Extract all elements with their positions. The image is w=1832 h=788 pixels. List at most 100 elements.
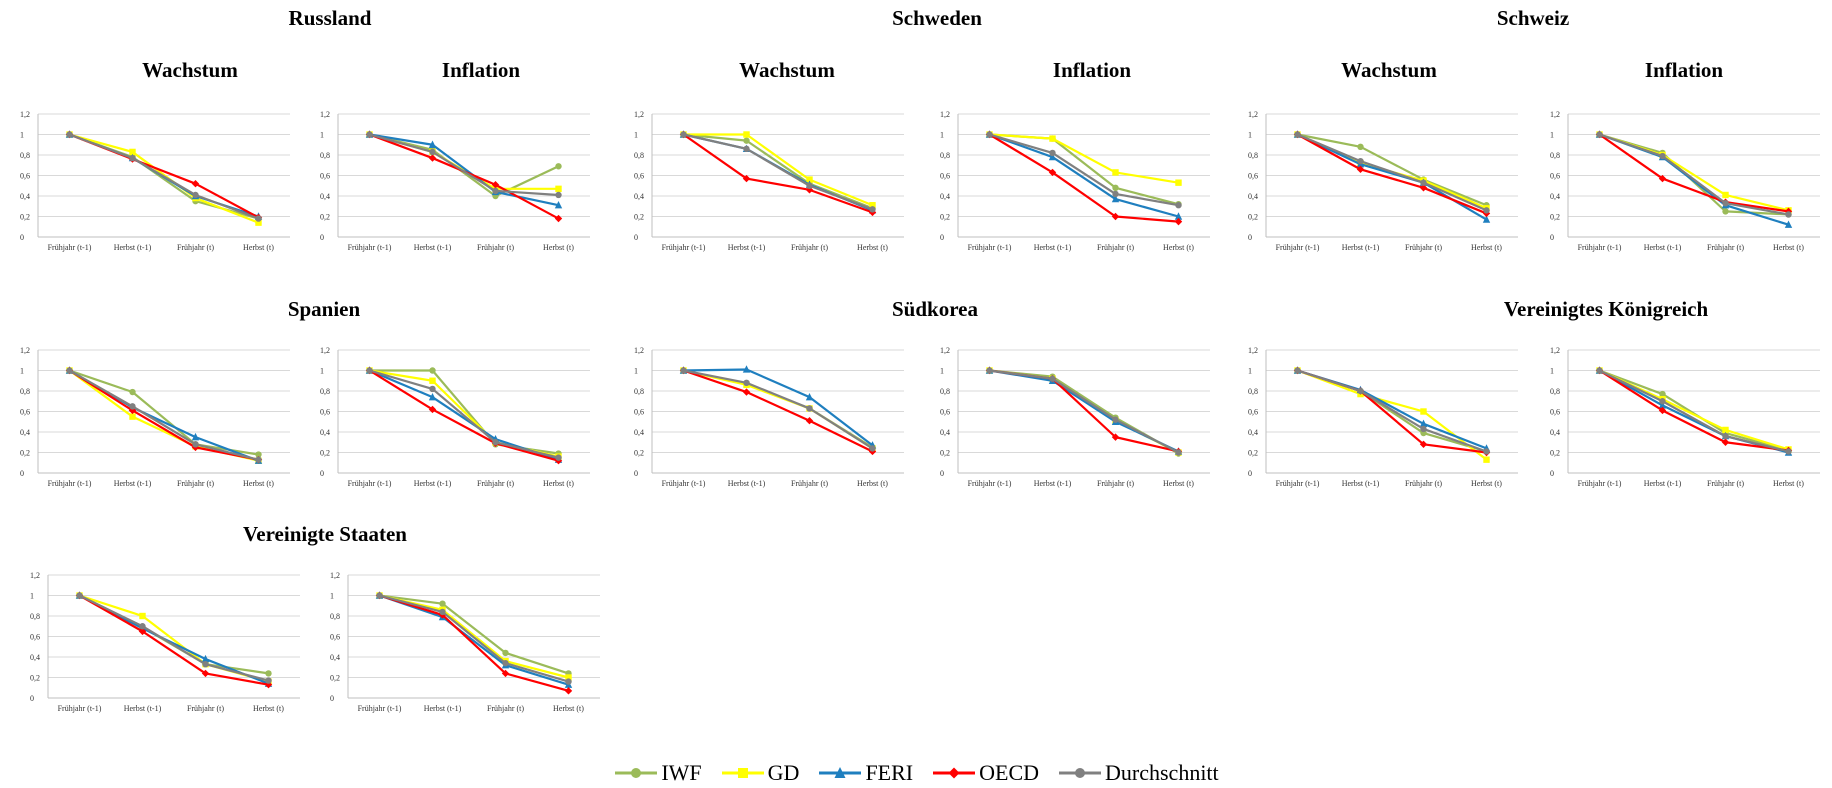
legend-marker-feri [819, 767, 862, 778]
point-us-inflation-gd-3 [565, 674, 572, 681]
ytick-label-es-inflation-3: 0,6 [320, 408, 330, 417]
ytick-label-uk-inflation-0: 0 [1550, 469, 1554, 478]
chart-ch-inflation: 0 0,2 0,4 0,6 0,8 1 1,2 Frühjahr (t-1) Herbst (t… [1530, 106, 1830, 268]
point-ch-wachstum-oecd-1 [1356, 165, 1365, 174]
ytick-label-uk-wachstum-3: 0,6 [1248, 408, 1258, 417]
series-line-uk-wachstum-gd [1297, 369, 1488, 461]
legend-marker-durchschnitt [1059, 768, 1102, 778]
ytick-label-us-inflation-5: 1 [330, 592, 334, 601]
point-es-wachstum-iwf-1 [129, 388, 136, 396]
ytick-label-uk-inflation-1: 0,2 [1550, 449, 1560, 458]
xtick-label-kr-wachstum-1: Herbst (t-1) [728, 479, 766, 488]
ytick-label-us-inflation-1: 0,2 [330, 674, 340, 683]
ytick-label-us-wachstum-6: 1,2 [30, 571, 40, 580]
legend-label-oecd: OECD [979, 760, 1040, 785]
point-es-inflation-durchschnitt-1 [429, 385, 436, 393]
ytick-label-ru-inflation-4: 0,8 [320, 151, 330, 160]
ytick-label-se-wachstum-2: 0,4 [634, 192, 644, 201]
xtick-label-ch-inflation-3: Herbst (t) [1773, 243, 1804, 252]
chart-es-wachstum: 0 0,2 0,4 0,6 0,8 1 1,2 Frühjahr (t-1) Herbst (t… [0, 342, 300, 504]
ytick-label-ru-wachstum-6: 1,2 [20, 110, 30, 119]
point-ru-inflation-oecd-1 [428, 154, 437, 162]
ytick-label-ch-inflation-1: 0,2 [1550, 213, 1560, 222]
legend: IWF GD FERI OECD Durchschnitt [0, 758, 1832, 788]
xtick-label-uk-inflation-2: Frühjahr (t) [1707, 479, 1744, 488]
series-line-se-inflation-feri [989, 133, 1179, 218]
legend-marker-gd [721, 768, 764, 778]
series-line-se-wachstum-durchschnitt [683, 133, 873, 211]
point-es-wachstum-feri-2 [191, 432, 200, 441]
ytick-label-kr-inflation-6: 1,2 [940, 346, 950, 355]
xtick-label-es-inflation-1: Herbst (t-1) [414, 479, 452, 488]
xtick-label-kr-inflation-3: Herbst (t) [1163, 479, 1194, 488]
xtick-label-uk-wachstum-2: Frühjahr (t) [1405, 479, 1442, 488]
point-kr-wachstum-oecd-2 [805, 417, 814, 425]
xtick-label-es-inflation-2: Frühjahr (t) [477, 479, 514, 488]
chart-us-inflation: 0 0,2 0,4 0,6 0,8 1 1,2 Frühjahr (t-1) Herbst (t… [310, 567, 610, 729]
point-se-wachstum-gd-2 [806, 176, 813, 183]
series-line-es-wachstum-iwf [69, 369, 259, 456]
point-ch-wachstum-durchschnitt-1 [1357, 157, 1364, 165]
ytick-label-ch-inflation-2: 0,4 [1550, 192, 1560, 201]
series-line-es-wachstum-oecd [68, 369, 259, 461]
ytick-label-us-wachstum-5: 1 [30, 592, 34, 601]
point-ru-wachstum-gd-3 [255, 219, 262, 226]
series-line-uk-inflation-oecd [1598, 369, 1789, 452]
ytick-label-uk-inflation-5: 1 [1550, 367, 1554, 376]
ytick-label-us-wachstum-4: 0,8 [30, 612, 40, 621]
ytick-label-uk-wachstum-1: 0,2 [1248, 449, 1258, 458]
chart-svg-es-wachstum: 0 0,2 0,4 0,6 0,8 1 1,2 Frühjahr (t-1) Herbst (t… [20, 346, 290, 488]
xtick-label-uk-inflation-1: Herbst (t-1) [1644, 479, 1682, 488]
point-uk-wachstum-oecd-2 [1419, 440, 1428, 448]
series-line-es-inflation-oecd [368, 369, 559, 462]
point-us-inflation-durchschnitt-2 [502, 659, 509, 667]
ytick-label-us-inflation-2: 0,4 [330, 653, 340, 662]
xtick-label-us-wachstum-2: Frühjahr (t) [187, 704, 224, 713]
ytick-label-ru-inflation-0: 0 [320, 233, 324, 242]
point-se-wachstum-oecd-2 [805, 186, 814, 194]
legend-label-durchschnitt: Durchschnitt [1105, 760, 1219, 785]
ytick-label-es-wachstum-0: 0 [20, 469, 24, 478]
point-se-wachstum-durchschnitt-3 [869, 206, 876, 213]
chart-se-wachstum: 0 0,2 0,4 0,6 0,8 1 1,2 Frühjahr (t-1) Herbst (t… [614, 106, 914, 268]
ytick-label-uk-wachstum-5: 1 [1248, 367, 1252, 376]
series-line-ru-inflation-durchschnitt [369, 133, 559, 197]
point-ch-inflation-feri-3 [1784, 220, 1793, 228]
point-uk-inflation-gd-2 [1722, 426, 1729, 434]
xtick-label-us-wachstum-1: Herbst (t-1) [124, 704, 162, 713]
ytick-label-ru-inflation-6: 1,2 [320, 110, 330, 119]
ytick-label-kr-wachstum-1: 0,2 [634, 449, 644, 458]
series-line-uk-inflation-gd [1599, 369, 1789, 451]
xtick-label-kr-wachstum-3: Herbst (t) [857, 479, 888, 488]
ytick-label-es-inflation-6: 1,2 [320, 346, 330, 355]
point-se-inflation-durchschnitt-0 [986, 131, 993, 138]
xtick-label-es-wachstum-1: Herbst (t-1) [114, 479, 152, 488]
xtick-label-ch-wachstum-1: Herbst (t-1) [1342, 243, 1380, 252]
xtick-label-se-wachstum-0: Frühjahr (t-1) [662, 243, 706, 252]
point-us-wachstum-durchschnitt-1 [139, 623, 146, 630]
xtick-label-ch-inflation-0: Frühjahr (t-1) [1578, 243, 1622, 252]
ytick-label-es-inflation-5: 1 [320, 367, 324, 376]
series-line-kr-wachstum-iwf [683, 369, 874, 449]
ytick-label-uk-inflation-4: 0,8 [1550, 387, 1560, 396]
series-line-us-wachstum-iwf [79, 594, 269, 675]
series-line-kr-wachstum-feri [683, 368, 874, 447]
xtick-label-ch-wachstum-2: Frühjahr (t) [1405, 243, 1442, 252]
point-es-inflation-oecd-1 [428, 405, 437, 414]
chart-svg-us-wachstum: 0 0,2 0,4 0,6 0,8 1 1,2 Frühjahr (t-1) Herbst (t… [30, 571, 300, 713]
chart-kr-inflation: 0 0,2 0,4 0,6 0,8 1 1,2 Frühjahr (t-1) Herbst (t… [920, 342, 1220, 504]
xtick-label-ch-inflation-2: Frühjahr (t) [1707, 243, 1744, 252]
legend-item-durchschnitt: Durchschnitt [1057, 760, 1219, 786]
point-kr-inflation-durchschnitt-3 [1175, 449, 1182, 456]
ytick-label-es-wachstum-3: 0,6 [20, 408, 30, 417]
legend-label-feri: FERI [865, 760, 914, 785]
xtick-label-se-wachstum-1: Herbst (t-1) [728, 243, 766, 252]
ytick-label-es-inflation-1: 0,2 [320, 449, 330, 458]
point-ru-inflation-durchschnitt-2 [492, 187, 499, 195]
point-uk-wachstum-durchschnitt-1 [1357, 387, 1364, 395]
xtick-label-us-inflation-0: Frühjahr (t-1) [358, 704, 402, 713]
series-line-es-wachstum-durchschnitt [68, 369, 259, 461]
ytick-label-es-inflation-0: 0 [320, 469, 324, 478]
series-line-us-inflation-oecd [379, 594, 569, 692]
point-us-wachstum-gd-1 [139, 612, 146, 620]
